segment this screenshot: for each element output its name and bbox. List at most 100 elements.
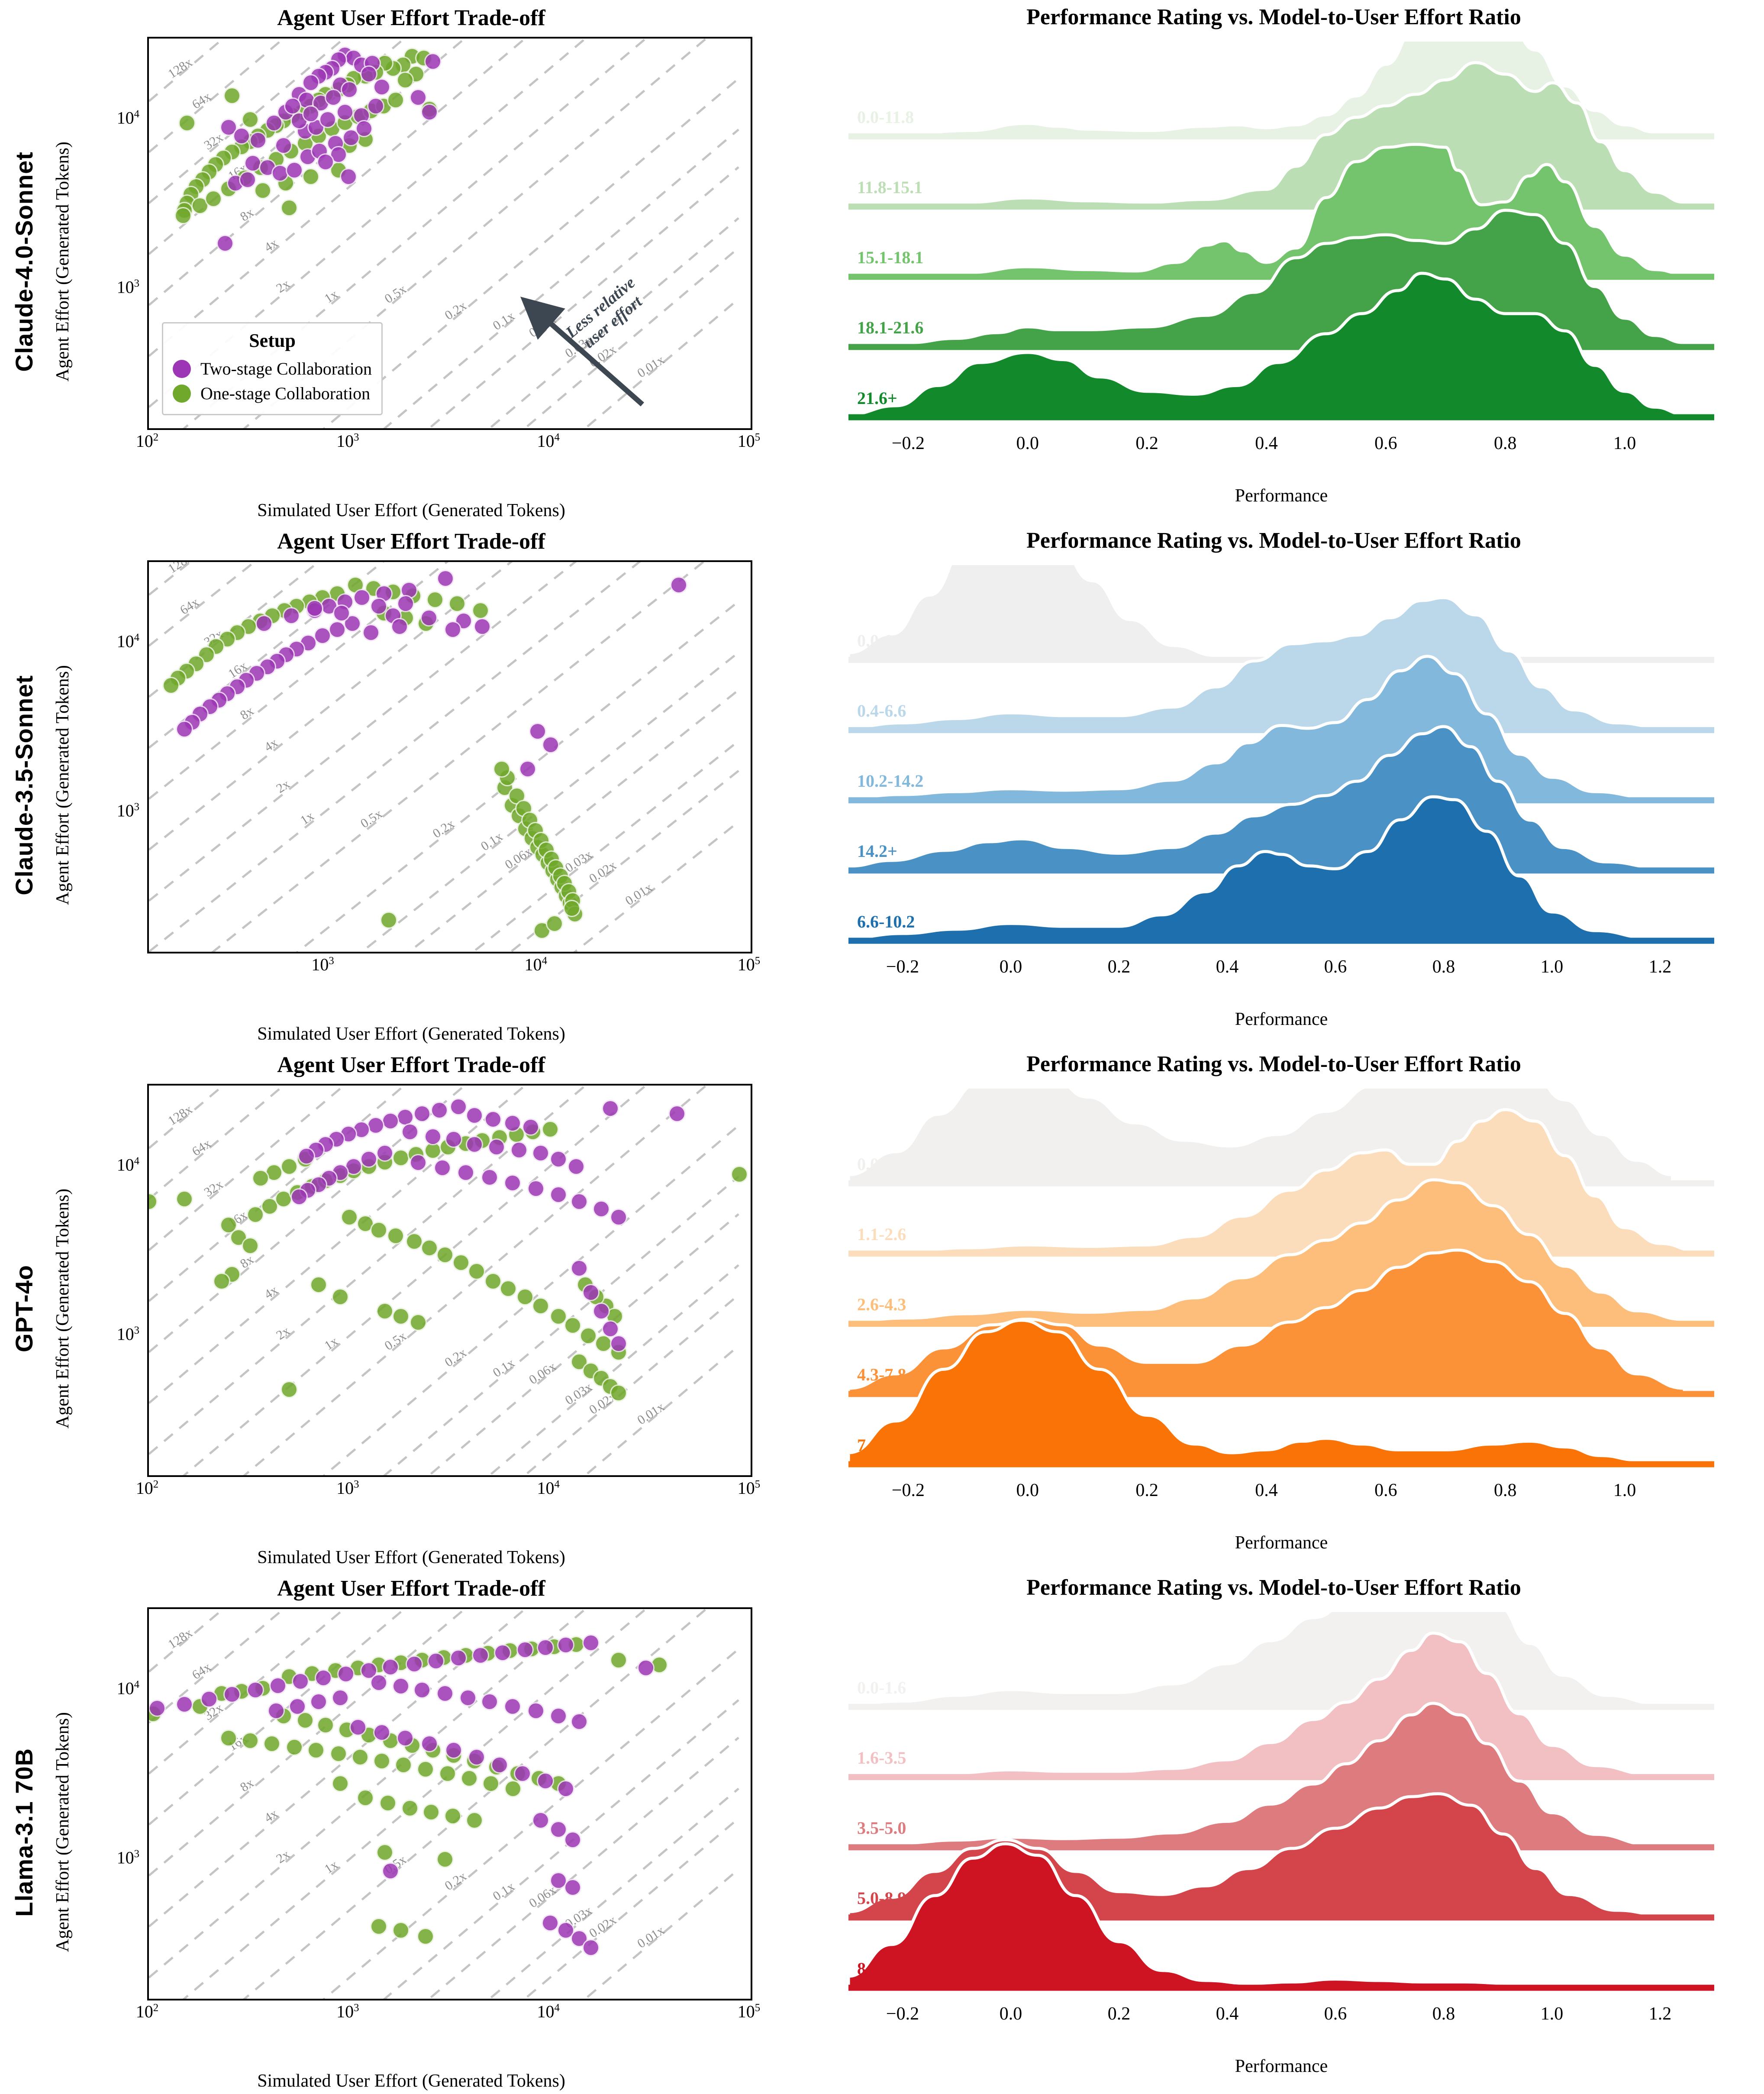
svg-text:2x: 2x (274, 1324, 292, 1343)
scatter-x-tick-label: 103 (336, 1478, 359, 1498)
ridge-x-tick-label: 0.4 (1255, 1480, 1278, 1500)
scatter-point (504, 1780, 522, 1798)
legend-item[interactable]: One-stage Collaboration (173, 383, 372, 404)
scatter-point (265, 1163, 283, 1181)
scatter-point (503, 1174, 521, 1192)
scatter-plot-area[interactable]: 128x64x32x16x8x4x2x1x0.5x0.2x0.1x0.06x0.… (147, 1607, 752, 2000)
ridge-x-ticks: −0.2 0.0 0.2 0.4 0.6 0.8 1.0 1.2 (848, 957, 1714, 982)
scatter-point (529, 723, 546, 740)
scatter-point (392, 1308, 410, 1325)
svg-text:64x: 64x (190, 1136, 214, 1159)
scatter-point (409, 1154, 427, 1172)
scatter-point (461, 1770, 478, 1787)
scatter-x-tick-label: 105 (737, 2002, 761, 2021)
ridge-x-tick-label: 0.2 (1135, 433, 1158, 453)
svg-text:1x: 1x (322, 1858, 341, 1877)
row-model-label: GPT-4o (0, 1047, 48, 1570)
ridge-x-tick-label: 0.6 (1374, 433, 1397, 453)
scatter-point (174, 207, 192, 225)
ratio-guide-lines: 128x64x32x16x8x4x2x1x0.5x0.2x0.1x0.06x0.… (149, 562, 739, 952)
scatter-point (571, 1929, 588, 1947)
scatter-point (175, 720, 193, 738)
scatter-point (351, 1748, 369, 1766)
scatter-point (263, 1735, 281, 1753)
scatter-point (370, 597, 388, 615)
svg-text:128x: 128x (165, 1625, 195, 1651)
scatter-point (269, 1677, 287, 1694)
ridge-plot-area[interactable]: 0.0-1.1 1.1-2.6 2.6-4.3 4.3-7.8 7.8+ (848, 1089, 1714, 1478)
scatter-plot-area[interactable]: 128x64x32x16x8x4x2x1x0.5x0.2x0.1x0.06x0.… (147, 560, 752, 953)
scatter-point (332, 604, 350, 622)
ridge-plot-area[interactable]: 0.0-1.6 1.6-3.5 3.5-5.0 5.0-8.9 8.9+ (848, 1612, 1714, 2002)
scatter-panel-3: Agent User Effort Trade-off Agent Effort … (48, 1047, 775, 1570)
scatter-point (367, 97, 384, 115)
ridge-title: Performance Rating vs. Model-to-User Eff… (1026, 1575, 1521, 1600)
scatter-point (452, 1254, 470, 1272)
ridge-xlabel: Performance (1235, 1009, 1328, 1029)
scatter-point (275, 137, 293, 155)
svg-text:1x: 1x (322, 1334, 341, 1353)
scatter-point (381, 1658, 399, 1676)
scatter-point (255, 615, 273, 633)
scatter-point (537, 1772, 555, 1790)
scatter-title: Agent User Effort Trade-off (277, 529, 545, 554)
scatter-point (571, 1192, 588, 1210)
scatter-point (355, 120, 373, 138)
ridge-x-tick-label: −0.2 (891, 1480, 925, 1500)
scatter-point (392, 1149, 410, 1167)
ridge-plot-area[interactable]: 0.0-11.8 11.8-15.1 15.1-18.1 18.1-21.6 21.6+ (848, 42, 1714, 431)
scatter-x-ticks: 102 103 104 105 (136, 2001, 760, 2027)
scatter-point (213, 1272, 230, 1290)
scatter-point (409, 88, 427, 106)
scatter-plot-area[interactable]: 128x64x32x16x8x4x2x1x0.5x0.2x0.1x0.06x0.… (147, 37, 752, 430)
scatter-point (493, 760, 511, 778)
scatter-point (280, 199, 298, 217)
svg-text:2x: 2x (274, 777, 292, 796)
row-model-label: Claude-4.0-Sonnet (0, 0, 48, 524)
scatter-point (571, 1713, 588, 1730)
ridge-x-tick-label: 0.4 (1216, 957, 1239, 977)
scatter-x-tick-label: 104 (524, 955, 547, 974)
scatter-point (205, 190, 223, 207)
scatter-x-tick-label: 102 (135, 2002, 159, 2021)
ridge-x-tick-label: 0.8 (1432, 957, 1455, 977)
ridge-band-label: 15.1-18.1 (857, 248, 924, 268)
scatter-ylabel-text: Agent Effort (Generated Tokens) (53, 1712, 73, 1952)
svg-text:0.1x: 0.1x (490, 1356, 517, 1380)
scatter-point (380, 911, 397, 929)
scatter-point (233, 127, 251, 145)
scatter-point (397, 1729, 414, 1747)
scatter-point (579, 1327, 597, 1344)
scatter-point (668, 1105, 686, 1122)
ridge-band-label: 10.2-14.2 (857, 771, 924, 791)
svg-text:4x: 4x (262, 1806, 281, 1826)
scatter-point (310, 1693, 327, 1711)
scatter-point (397, 595, 414, 613)
scatter-point (439, 1765, 456, 1783)
ridge-xlabel: Performance (1235, 2056, 1328, 2076)
ridge-band-label: 11.8-15.1 (857, 178, 923, 197)
ridge-band-label: 2.6-4.3 (857, 1295, 906, 1315)
scatter-x-tick-label: 104 (537, 2002, 560, 2021)
scatter-point (532, 1297, 550, 1315)
scatter-point (481, 1169, 499, 1186)
scatter-point (332, 1689, 349, 1706)
scatter-point (242, 110, 259, 128)
scatter-point (420, 1239, 438, 1257)
ridge-x-ticks: −0.2 0.0 0.2 0.4 0.6 0.8 1.0 (848, 1480, 1714, 1506)
scatter-point (537, 1638, 555, 1656)
ridge-band-label: 0.0-11.8 (857, 107, 914, 127)
scatter-point (545, 915, 563, 932)
scatter-panel-2: Agent User Effort Trade-off Agent Effort … (48, 524, 775, 1047)
scatter-point (353, 589, 371, 607)
svg-text:128x: 128x (165, 1102, 195, 1128)
scatter-point (490, 1756, 508, 1774)
scatter-point (437, 569, 455, 587)
scatter-point (267, 1702, 285, 1720)
legend-item[interactable]: Two-stage Collaboration (173, 359, 372, 379)
ridge-plot-area[interactable]: 0.0-0.4 0.4-6.6 10.2-14.2 14.2+ 6.6-10.2 (848, 565, 1714, 955)
scatter-point (376, 1144, 393, 1162)
scatter-point (345, 1157, 363, 1175)
scatter-x-tick-label: 105 (737, 955, 761, 974)
